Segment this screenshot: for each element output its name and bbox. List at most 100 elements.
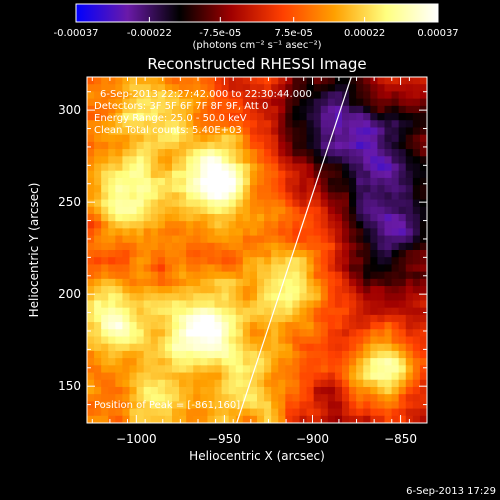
heatmap-cell (398, 213, 407, 222)
heatmap-cell (150, 120, 159, 129)
heatmap-cell (101, 213, 109, 222)
heatmap-cell (398, 350, 407, 359)
heatmap-cell (136, 185, 145, 193)
heatmap-cell (143, 127, 152, 136)
heatmap-cell (221, 77, 230, 85)
heatmap-cell (377, 221, 386, 229)
y-tick-label: 150 (58, 379, 81, 393)
heatmap-cell (306, 91, 315, 100)
heatmap-cell (207, 206, 216, 215)
heatmap-cell (122, 177, 131, 186)
heatmap-cell (320, 250, 329, 258)
heatmap-cell (164, 343, 173, 352)
heatmap-cell (285, 120, 294, 129)
heatmap-cell (313, 156, 322, 165)
heatmap-cell (214, 113, 223, 121)
heatmap-cell (179, 329, 187, 338)
heatmap-cell (412, 257, 421, 266)
heatmap-cell (370, 343, 379, 352)
heatmap-cell (221, 365, 230, 374)
heatmap-cell (306, 278, 315, 287)
heatmap-cell (398, 322, 407, 330)
heatmap-cell (164, 257, 173, 266)
heatmap-cell (285, 213, 294, 222)
heatmap-cell (150, 350, 159, 359)
heatmap-cell (292, 141, 301, 150)
heatmap-cell (264, 235, 272, 244)
heatmap-cell (334, 307, 343, 316)
heatmap-cell (299, 177, 308, 186)
heatmap-cell (214, 307, 223, 316)
heatmap-cell (419, 343, 427, 352)
annotation-energy-range: Energy Range: 25.0 - 50.0 keV (94, 113, 247, 124)
heatmap-cell (228, 408, 237, 417)
heatmap-cell (299, 408, 308, 417)
heatmap-cell (363, 343, 371, 352)
heatmap-cell (299, 235, 308, 244)
heatmap-cell (87, 250, 95, 258)
heatmap-cell (228, 91, 237, 100)
heatmap-cell (164, 120, 173, 129)
heatmap-cell (150, 386, 159, 395)
heatmap-cell (108, 278, 116, 287)
heatmap-cell (136, 314, 145, 323)
heatmap-cell (157, 177, 166, 186)
heatmap-cell (405, 206, 414, 215)
heatmap-cell (377, 170, 386, 179)
heatmap-cell (349, 336, 357, 345)
heatmap-cell (405, 250, 414, 258)
heatmap-cell (306, 415, 315, 423)
heatmap-cell (221, 170, 230, 179)
heatmap-cell (412, 213, 421, 222)
heatmap-cell (257, 401, 265, 410)
heatmap-cell (157, 213, 166, 222)
heatmap-cell (384, 235, 393, 244)
heatmap-cell (377, 415, 386, 423)
heatmap-cell (391, 336, 400, 345)
heatmap-cell (143, 98, 152, 107)
heatmap-cell (419, 185, 427, 193)
heatmap-cell (292, 163, 301, 172)
heatmap-cell (179, 408, 187, 417)
heatmap-cell (172, 185, 180, 193)
heatmap-cell (150, 156, 159, 165)
heatmap-cell (320, 105, 329, 114)
heatmap-cell (214, 134, 223, 143)
heatmap-cell (349, 120, 357, 129)
heatmap-cell (235, 84, 244, 93)
heatmap-cell (391, 379, 400, 388)
heatmap-cell (143, 228, 152, 237)
heatmap-cell (363, 329, 371, 338)
heatmap-cell (320, 415, 329, 423)
heatmap-cell (334, 113, 343, 121)
heatmap-cell (193, 221, 201, 229)
heatmap-cell (356, 358, 364, 366)
heatmap-cell (242, 386, 251, 395)
heatmap-cell (87, 350, 95, 359)
heatmap-cell (101, 177, 109, 186)
heatmap-cell (334, 127, 343, 136)
heatmap-cell (278, 322, 286, 330)
heatmap-cell (405, 221, 414, 229)
heatmap-cell (370, 408, 379, 417)
heatmap-cell (87, 386, 95, 395)
heatmap-cell (242, 177, 251, 186)
heatmap-cell (214, 177, 223, 186)
heatmap-cell (271, 358, 279, 366)
heatmap-cell (356, 300, 364, 309)
heatmap-cell (285, 350, 294, 359)
heatmap-cell (249, 134, 258, 143)
heatmap-cell (384, 286, 393, 294)
heatmap-cell (179, 141, 187, 150)
heatmap-cell (271, 185, 279, 193)
heatmap-cell (285, 286, 294, 294)
heatmap-cell (235, 250, 244, 258)
heatmap-cell (313, 127, 322, 136)
heatmap-cell (327, 300, 336, 309)
heatmap-cell (419, 278, 427, 287)
y-tick-label: 300 (58, 103, 81, 117)
heatmap-cell (129, 264, 138, 273)
heatmap-cell (377, 185, 386, 193)
heatmap-cell (129, 343, 138, 352)
